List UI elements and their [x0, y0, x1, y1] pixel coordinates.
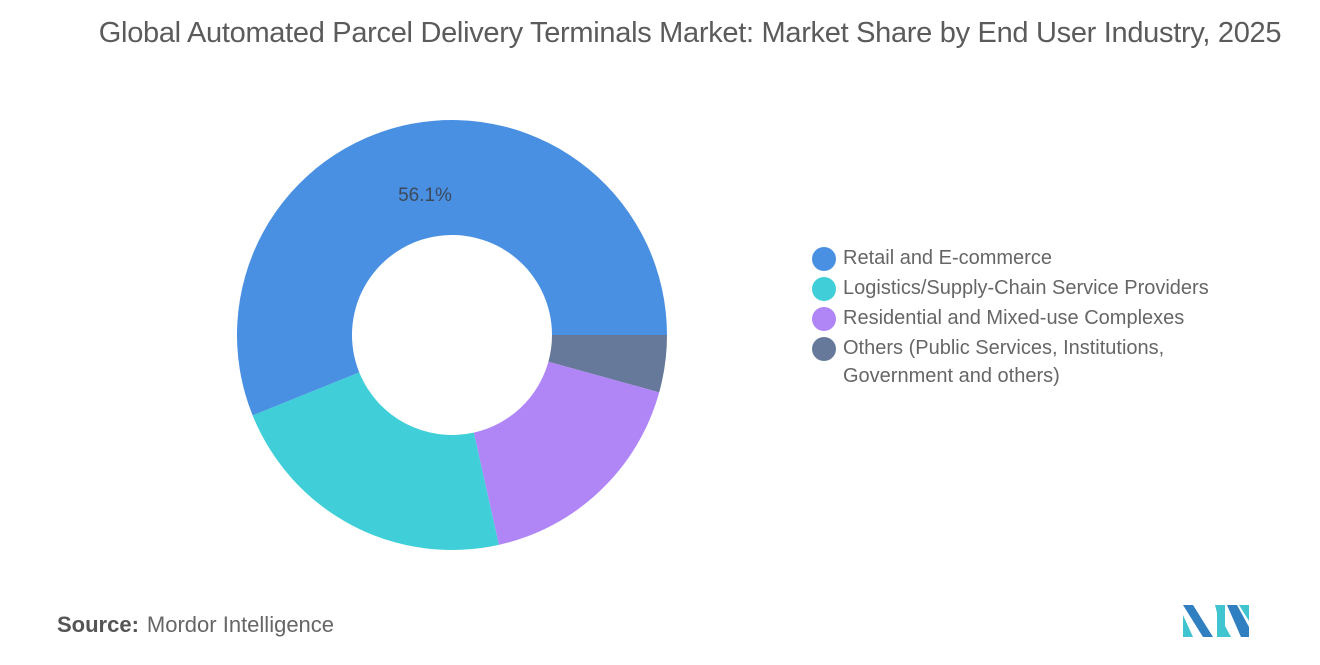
legend-swatch-icon — [812, 307, 836, 331]
slice-residential[interactable] — [473, 361, 660, 545]
legend-item-others[interactable]: Others (Public Services, Institutions, G… — [812, 334, 1209, 390]
source-note: Source: Mordor Intelligence — [57, 612, 334, 638]
legend-swatch-icon — [812, 337, 836, 361]
legend: Retail and E-commerce Logistics/Supply-C… — [812, 244, 1209, 392]
legend-swatch-icon — [812, 247, 836, 271]
legend-item-residential[interactable]: Residential and Mixed-use Complexes — [812, 304, 1209, 332]
legend-swatch-icon — [812, 277, 836, 301]
legend-label: Retail and E-commerce — [843, 247, 1052, 269]
legend-label: Residential and Mixed-use Complexes — [843, 307, 1185, 329]
donut-slices — [237, 120, 667, 550]
legend-item-logistics[interactable]: Logistics/Supply-Chain Service Providers — [812, 274, 1209, 302]
source-label: Source: — [57, 612, 139, 637]
slice-logistics[interactable] — [252, 372, 499, 550]
slice-others[interactable] — [548, 335, 667, 393]
legend-label: Logistics/Supply-Chain Service Providers — [843, 277, 1209, 299]
chart-title: Global Automated Parcel Delivery Termina… — [98, 17, 1282, 49]
source-value: Mordor Intelligence — [146, 612, 335, 637]
mordor-logo-icon — [1183, 605, 1249, 637]
legend-item-retail[interactable]: Retail and E-commerce — [812, 244, 1209, 272]
legend-label: Others (Public Services, Institutions, G… — [843, 337, 1165, 387]
slice-retail[interactable] — [237, 120, 667, 416]
data-label-retail: 56.1% — [398, 185, 452, 206]
